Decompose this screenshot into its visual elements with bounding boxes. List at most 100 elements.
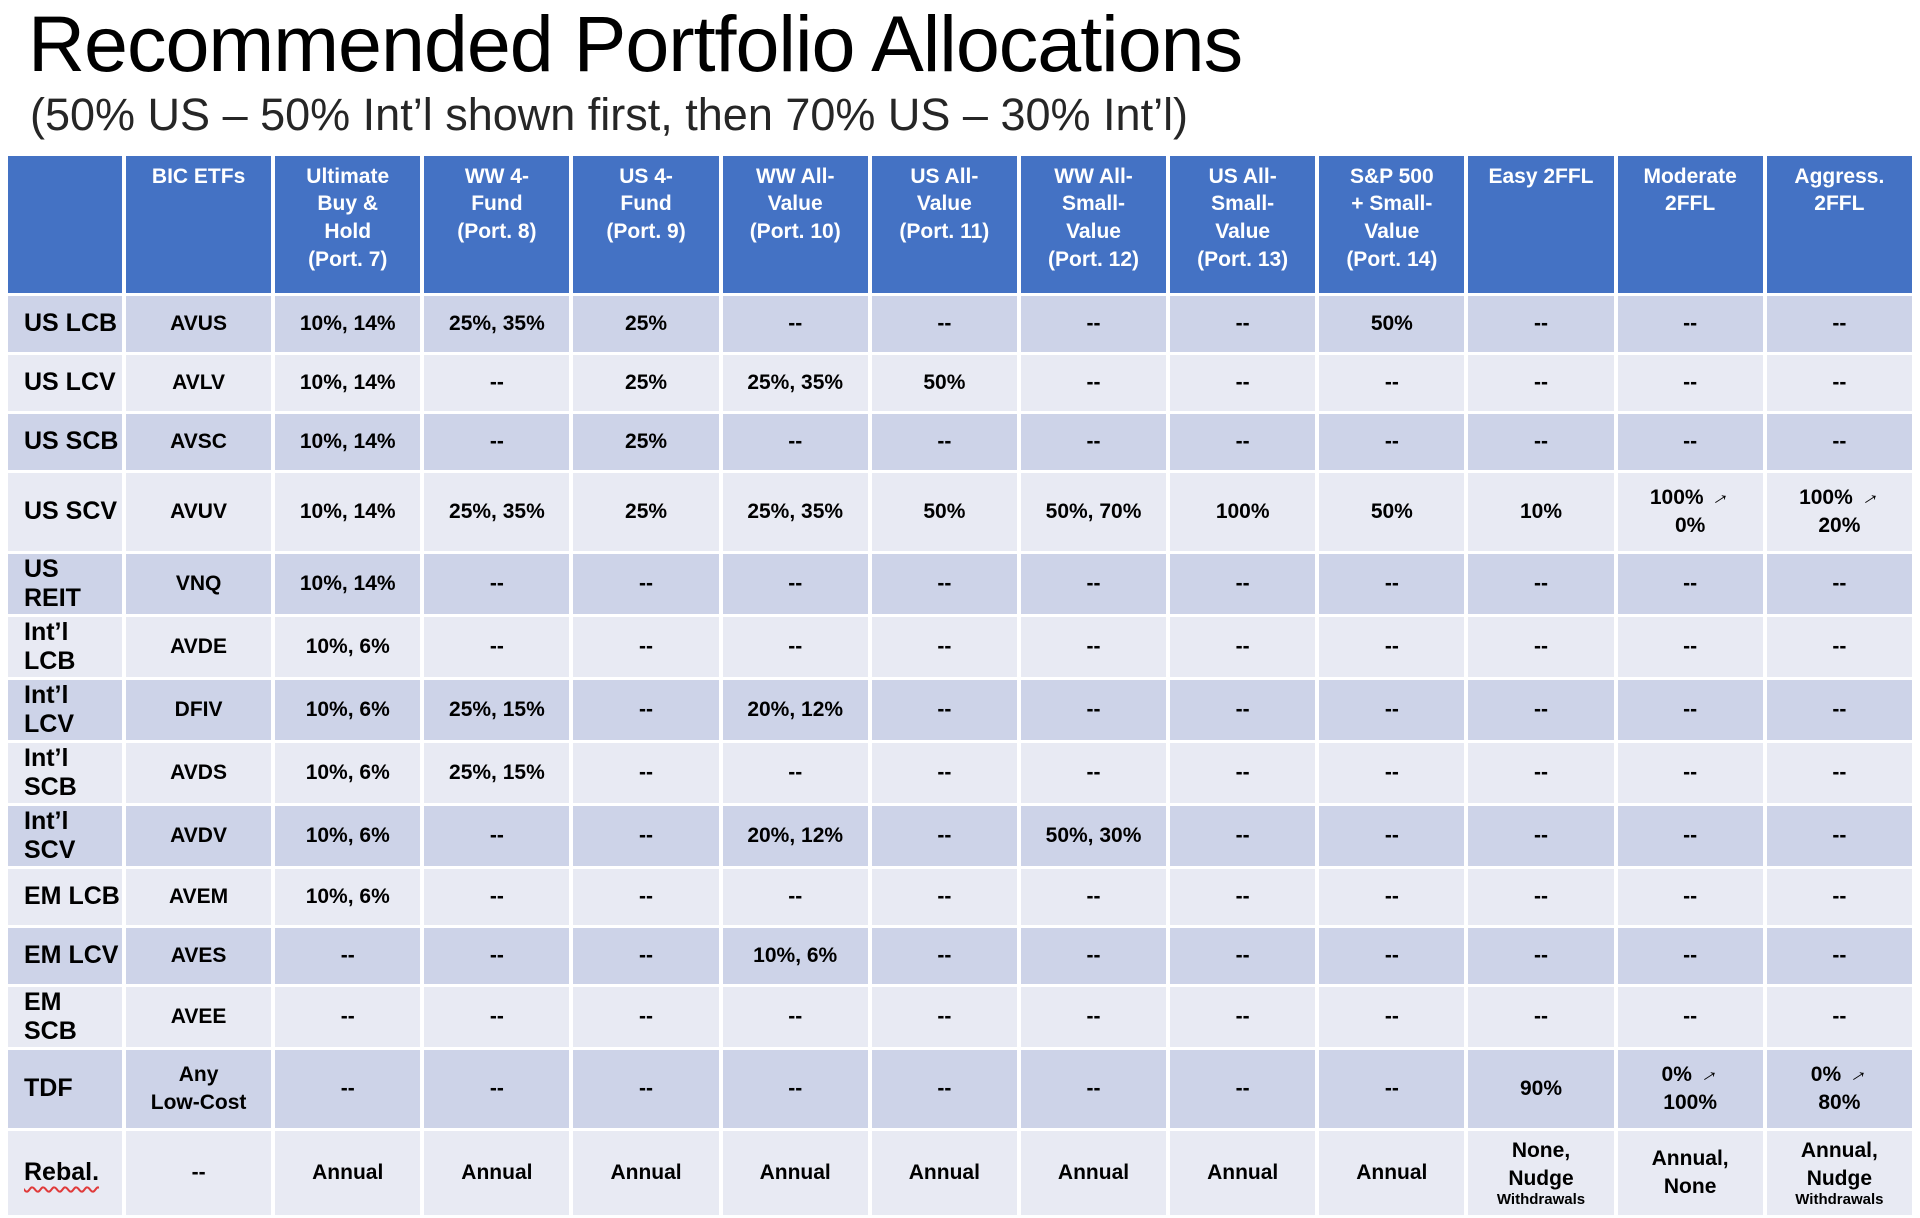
right-arrow-glyph: → [1704, 481, 1735, 513]
allocation-cell: -- [1170, 742, 1316, 803]
allocation-cell: 25% [573, 295, 719, 352]
table-row: TDF Any Low-Cost -- -- -- -- -- -- -- -- 90% 0% → 100… [8, 1049, 1912, 1128]
allocation-cell: AVLV [126, 354, 272, 411]
allocation-cell: AVES [126, 927, 272, 984]
allocation-cell: -- [722, 1049, 868, 1128]
allocation-cell: AVUS [126, 295, 272, 352]
table-row: Int’l LCB AVDE 10%, 6% -- -- -- -- -- -- -- -- -- -- [8, 616, 1912, 677]
allocation-cell: -- [1020, 742, 1167, 803]
allocation-cell: AVDS [126, 742, 272, 803]
allocation-cell: -- [1170, 679, 1316, 740]
column-header: Ultimate Buy & Hold (Port. 7) [275, 155, 421, 293]
allocation-cell: -- [1617, 679, 1763, 740]
allocation-cell: AVEM [126, 868, 272, 925]
allocation-cell: 20%, 12% [722, 805, 868, 866]
allocation-cell: -- [722, 413, 868, 470]
allocation-cell: 0% → 100% [1617, 1049, 1763, 1128]
allocation-cell: -- [871, 679, 1017, 740]
column-header: WW 4- Fund (Port. 8) [424, 155, 570, 293]
allocation-cell: -- [1468, 553, 1614, 614]
table-row: Int’l LCV DFIV 10%, 6% 25%, 15% -- 20%, 12% --… [8, 679, 1912, 740]
allocation-cell: -- [722, 295, 868, 352]
allocation-cell: -- [573, 742, 719, 803]
allocation-cell: -- [1020, 927, 1167, 984]
allocation-cell: -- [1766, 553, 1912, 614]
allocation-cell: -- [871, 986, 1017, 1047]
allocation-cell: -- [1617, 295, 1763, 352]
allocation-cell: -- [1766, 413, 1912, 470]
allocation-cell: -- [275, 1049, 421, 1128]
allocation-cell: -- [573, 553, 719, 614]
allocation-cell: -- [1766, 927, 1912, 984]
allocation-cell: -- [1170, 354, 1316, 411]
allocation-cell: 25%, 15% [424, 742, 570, 803]
allocation-cell: -- [1020, 679, 1167, 740]
allocation-cell: AVSC [126, 413, 272, 470]
allocation-cell: -- [573, 1049, 719, 1128]
allocation-cell: -- [1170, 413, 1316, 470]
allocation-cell: -- [1020, 295, 1167, 352]
allocation-cell: -- [722, 742, 868, 803]
table-row: US LCB AVUS 10%, 14% 25%, 35% 25% -- -- -- -- 50%… [8, 295, 1912, 352]
column-header: BIC ETFs [126, 155, 272, 293]
table-row: US LCV AVLV 10%, 14% -- 25% 25%, 35% 50% -- -- --… [8, 354, 1912, 411]
allocation-cell: -- [424, 805, 570, 866]
allocation-cell: 100% → 20% [1766, 472, 1912, 551]
spellcheck-underlined-label: Rebal. [24, 1158, 100, 1187]
table-row: EM LCV AVES -- -- -- 10%, 6% -- -- -- -- -- -- -- [8, 927, 1912, 984]
table-row: US REIT VNQ 10%, 14% -- -- -- -- -- -- -- -- -- -- [8, 553, 1912, 614]
allocation-cell: 25%, 35% [722, 354, 868, 411]
allocation-cell: -- [1617, 742, 1763, 803]
allocation-cell: -- [1617, 553, 1763, 614]
allocation-cell: -- [1319, 805, 1465, 866]
allocation-cell: 50% [1319, 295, 1465, 352]
allocation-cell: -- [573, 986, 719, 1047]
table-row: EM SCB AVEE -- -- -- -- -- -- -- -- -- -- -- [8, 986, 1912, 1047]
allocation-cell: -- [1020, 413, 1167, 470]
allocation-cell: 10%, 14% [275, 553, 421, 614]
allocation-cell: -- [871, 616, 1017, 677]
table-row: Rebal. -- Annual Annual Annual Annual Annual An… [8, 1130, 1912, 1215]
column-header: US 4- Fund (Port. 9) [573, 155, 719, 293]
allocation-cell: -- [1766, 986, 1912, 1047]
row-label: TDF [8, 1049, 122, 1128]
allocation-cell: -- [573, 927, 719, 984]
allocation-cell: -- [1319, 553, 1465, 614]
allocation-cell: -- [871, 413, 1017, 470]
allocation-cell: 10%, 6% [275, 868, 421, 925]
allocation-cell: 50% [1319, 472, 1465, 551]
allocation-cell: -- [1617, 805, 1763, 866]
allocation-cell: -- [1468, 986, 1614, 1047]
allocation-cell: 10% [1468, 472, 1614, 551]
row-label: Int’l SCV [8, 805, 122, 866]
allocation-cell: Annual [1170, 1130, 1316, 1215]
allocation-cell: Annual [424, 1130, 570, 1215]
column-header: US All- Value (Port. 11) [871, 155, 1017, 293]
column-header: WW All- Value (Port. 10) [722, 155, 868, 293]
allocation-cell: -- [722, 616, 868, 677]
allocation-cell: -- [1617, 986, 1763, 1047]
allocation-cell: -- [1468, 805, 1614, 866]
corner-cell [8, 155, 122, 293]
allocation-cell: 20%, 12% [722, 679, 868, 740]
allocation-cell: -- [871, 553, 1017, 614]
allocation-cell: -- [1020, 616, 1167, 677]
allocation-cell: -- [1020, 868, 1167, 925]
allocation-cell: Any Low-Cost [126, 1049, 272, 1128]
cell-subtext: Withdrawals [1795, 1191, 1884, 1208]
allocation-cell: -- [573, 805, 719, 866]
allocation-cell: -- [126, 1130, 272, 1215]
allocation-cell: -- [424, 1049, 570, 1128]
column-header: Aggress. 2FFL [1766, 155, 1912, 293]
allocation-cell: 90% [1468, 1049, 1614, 1128]
column-header: S&P 500 + Small- Value (Port. 14) [1319, 155, 1465, 293]
allocation-cell: -- [1020, 986, 1167, 1047]
allocation-cell: -- [1468, 295, 1614, 352]
allocation-cell: 10%, 6% [275, 616, 421, 677]
table-row: US SCB AVSC 10%, 14% -- 25% -- -- -- -- -- -- -- -- [8, 413, 1912, 470]
allocation-cell: -- [1319, 1049, 1465, 1128]
right-arrow-glyph: → [1692, 1058, 1723, 1090]
allocation-cell: -- [1468, 742, 1614, 803]
allocation-cell: 50% [871, 472, 1017, 551]
allocation-cell: 0% → 80% [1766, 1049, 1912, 1128]
